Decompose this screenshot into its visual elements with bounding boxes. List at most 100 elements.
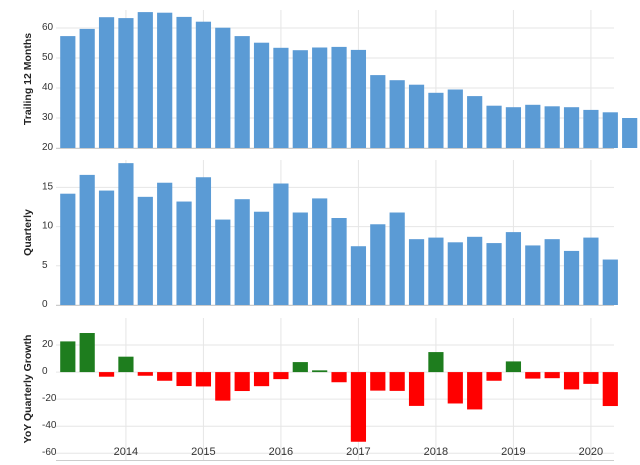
y-tick-label: -20 (42, 393, 57, 404)
y-tick-label: 10 (42, 221, 54, 232)
bar (447, 89, 463, 148)
bar (234, 199, 250, 305)
bar (350, 246, 367, 305)
bar (137, 12, 153, 148)
bar (118, 356, 134, 373)
bar (350, 49, 367, 148)
bar (486, 372, 502, 381)
bar (583, 372, 599, 384)
y-tick-label: 20 (42, 142, 54, 153)
bar (215, 27, 231, 149)
bar (273, 47, 289, 148)
bar (602, 372, 618, 407)
bar (137, 372, 153, 376)
bar (505, 232, 522, 305)
y-axis-label: YoY Quarterly Growth (22, 335, 34, 444)
bar (215, 372, 231, 401)
bar (215, 219, 231, 305)
y-tick-label: 15 (42, 181, 54, 192)
bar (98, 190, 115, 305)
bar (331, 218, 347, 305)
bar (525, 104, 541, 148)
bar (370, 75, 386, 148)
bar (331, 372, 347, 383)
bar (408, 84, 425, 148)
y-tick-label: 0 (42, 366, 48, 377)
x-tick-label: 2014 (114, 446, 138, 458)
bar (312, 47, 328, 148)
y-axis-label: Trailing 12 Months (22, 33, 34, 125)
bar (312, 198, 328, 305)
bar (79, 28, 95, 148)
x-tick-label: 2015 (191, 446, 215, 458)
bar (389, 80, 405, 148)
bar (447, 372, 463, 404)
bar (505, 361, 522, 373)
bar (195, 372, 212, 387)
bar (563, 107, 580, 148)
bar (195, 177, 212, 305)
chart-panel-3: -60 -40 -20 0 20 YoY Quarterly Growth (22, 318, 618, 461)
bar (118, 18, 134, 148)
bar (428, 92, 444, 148)
x-tick-label: 2019 (501, 446, 525, 458)
x-axis: 2014 2015 2016 2017 2018 2019 2020 (114, 446, 603, 458)
bar (583, 109, 599, 148)
bar (79, 333, 95, 373)
y-tick-label: 60 (42, 22, 54, 33)
bar (176, 372, 192, 387)
bar (544, 106, 560, 148)
bar (312, 370, 328, 373)
bar (98, 372, 115, 377)
bar (79, 174, 95, 305)
y-axis-label: Quarterly (22, 209, 34, 256)
bar (486, 105, 502, 148)
bar (428, 352, 444, 373)
bar (447, 242, 463, 305)
bar (370, 224, 386, 305)
bar (253, 372, 270, 387)
y-tick-label: -60 (42, 447, 57, 458)
x-tick-label: 2017 (346, 446, 370, 458)
chart-panel-2: 0 5 10 15 Quarterly (22, 160, 618, 310)
bar (467, 96, 483, 148)
bar (602, 112, 618, 148)
bar (60, 36, 76, 148)
bar (544, 372, 560, 379)
bar (60, 341, 76, 373)
bar (622, 118, 638, 148)
bar (486, 243, 502, 305)
bar (389, 372, 405, 391)
bar (563, 372, 580, 390)
bar (292, 362, 308, 373)
bar (157, 182, 173, 305)
bar (583, 237, 599, 305)
x-tick-label: 2016 (269, 446, 293, 458)
bar (505, 107, 522, 148)
bar (525, 372, 541, 379)
bar (563, 250, 580, 305)
bar (525, 245, 541, 305)
bar (467, 372, 483, 410)
bar (370, 372, 386, 391)
bar (273, 183, 289, 305)
y-tick-label: 30 (42, 112, 54, 123)
bar (408, 239, 425, 305)
bar (428, 237, 444, 305)
bar (98, 17, 115, 149)
x-tick-label: 2020 (579, 446, 603, 458)
y-tick-label: 50 (42, 52, 54, 63)
bar (195, 21, 212, 149)
bar (157, 372, 173, 381)
y-tick-label: 0 (42, 299, 48, 310)
bar (253, 42, 270, 149)
y-tick-label: 40 (42, 82, 54, 93)
bar (292, 212, 308, 305)
bar (273, 372, 289, 380)
bar (292, 50, 308, 149)
chart-panel-1: 20 30 40 50 60 Trailing 12 Months (22, 10, 638, 153)
bar (331, 46, 347, 148)
bar (157, 12, 173, 149)
x-tick-label: 2018 (424, 446, 448, 458)
bar (137, 196, 153, 305)
